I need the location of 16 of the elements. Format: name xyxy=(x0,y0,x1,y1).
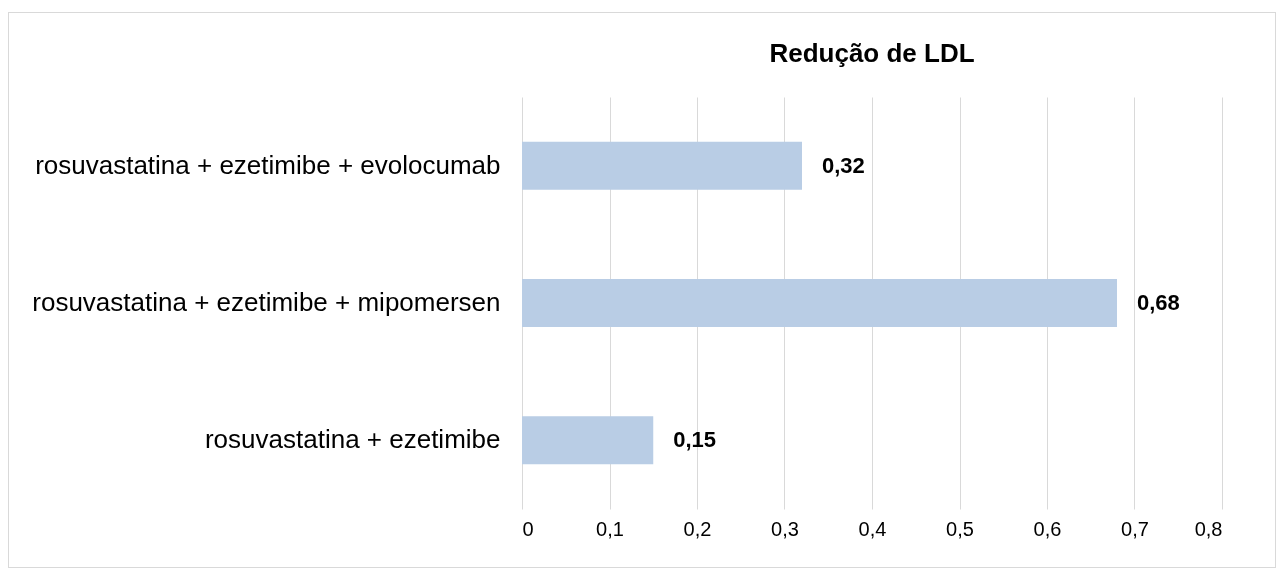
x-tick-label: 0,8 xyxy=(1194,517,1223,540)
x-tick-label: 0,6 xyxy=(1033,517,1062,540)
x-tick-label: 0,5 xyxy=(946,517,974,540)
x-tick-label: 0 xyxy=(522,517,534,540)
data-label: 0,68 xyxy=(1137,290,1180,315)
x-tick-label: 0,1 xyxy=(596,517,624,540)
data-label: 0,15 xyxy=(673,427,717,453)
x-tick-label: 0,2 xyxy=(683,517,712,540)
y-tick-label: rosuvastatina + ezetimibe + mipomersen xyxy=(32,287,501,317)
data-label: 0,32 xyxy=(822,152,865,178)
x-tick-label: 0,4 xyxy=(858,517,887,540)
x-tick-label: 0,3 xyxy=(771,517,799,540)
x-tick-label: 0,7 xyxy=(1121,517,1149,540)
chart-title: Redução de LDL xyxy=(769,38,975,68)
y-tick-label: rosuvastatina + ezetimibe + evolocumab xyxy=(35,149,501,180)
y-tick-label: rosuvastatina + ezetimibe xyxy=(204,424,501,455)
